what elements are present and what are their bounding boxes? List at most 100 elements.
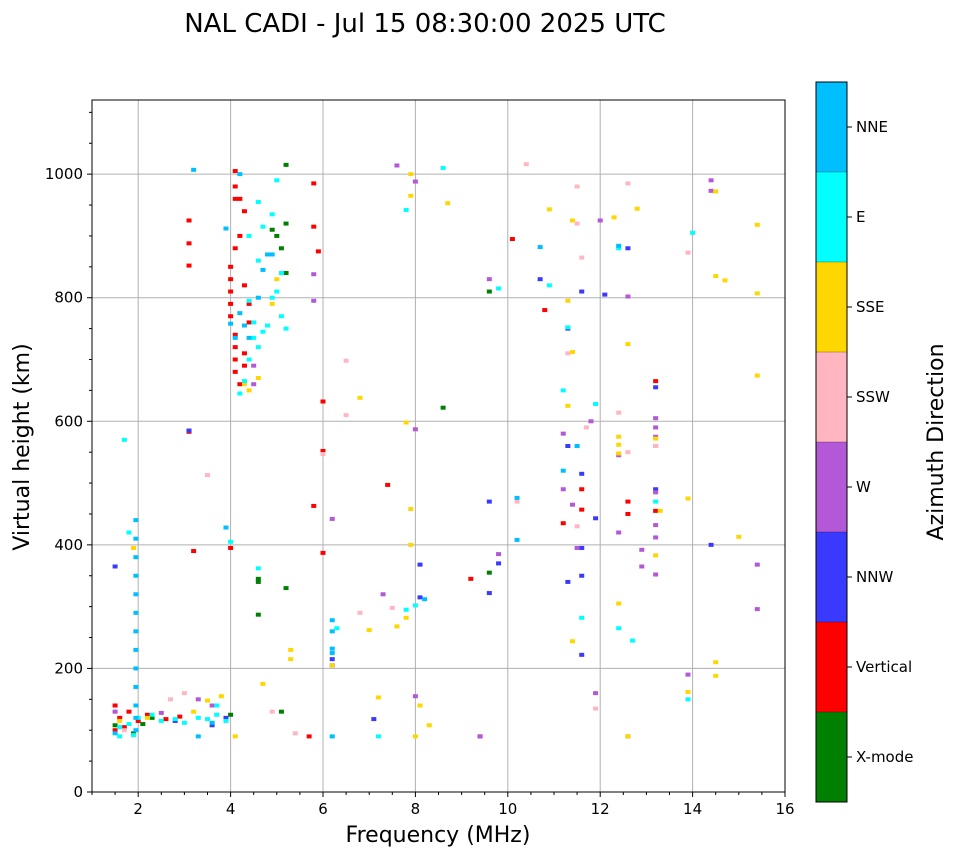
point-sse: [713, 274, 719, 279]
point-nne: [133, 610, 139, 615]
point-e: [251, 335, 257, 340]
point-e: [496, 286, 502, 291]
point-nne: [246, 335, 252, 340]
point-sse: [754, 373, 760, 378]
point-e: [255, 345, 261, 350]
point-sse: [685, 689, 691, 694]
y-tick-label: 800: [54, 289, 83, 307]
point-w: [754, 607, 760, 612]
point-vertical: [468, 576, 474, 581]
point-w: [560, 431, 566, 436]
point-nnw: [565, 579, 571, 584]
point-nnw: [186, 428, 192, 433]
point-w: [486, 277, 492, 282]
point-e: [334, 626, 340, 631]
point-e: [172, 717, 178, 722]
point-e: [375, 734, 381, 739]
point-nnw: [223, 715, 229, 720]
point-vertical: [241, 351, 247, 356]
x-tick-label: 2: [133, 800, 143, 818]
point-vertical: [237, 382, 243, 387]
point-nne: [133, 592, 139, 597]
point-e: [195, 715, 201, 720]
point-sse: [722, 278, 728, 283]
point-vertical: [241, 209, 247, 214]
point-vertical: [144, 712, 150, 717]
colorbar: X-mode Vertical NNW W SSW SSE E NNE: [815, 81, 913, 803]
point-x-mode: [283, 586, 289, 591]
point-vertical: [579, 487, 585, 492]
point-sse: [569, 218, 575, 223]
point-w: [251, 363, 257, 368]
point-sse: [657, 508, 663, 513]
point-sse: [403, 420, 409, 425]
point-x-mode: [140, 722, 146, 727]
point-nne: [329, 646, 335, 651]
point-e: [149, 712, 155, 717]
x-tick-label: 14: [683, 800, 702, 818]
point-sse: [408, 542, 414, 547]
point-ssw: [181, 691, 187, 696]
point-x-mode: [440, 405, 446, 410]
point-ssw: [625, 181, 631, 186]
point-nne: [255, 295, 261, 300]
point-e: [690, 230, 696, 235]
point-nnw: [112, 564, 118, 569]
colorbar-label-ssw: SSW: [856, 388, 890, 406]
point-e: [269, 295, 275, 300]
point-nne: [537, 245, 543, 250]
x-axis-label: Frequency (MHz): [346, 823, 531, 848]
grid-lines: [92, 100, 785, 792]
x-tick-label: 4: [226, 800, 236, 818]
point-nne: [133, 647, 139, 652]
point-x-mode: [486, 570, 492, 575]
point-w: [496, 552, 502, 557]
colorbar-swatch-vertical: [816, 622, 847, 712]
point-vertical: [186, 218, 192, 223]
colorbar-swatch-nnw: [816, 532, 847, 622]
point-vertical: [232, 357, 238, 362]
point-sse: [616, 442, 622, 447]
point-ssw: [343, 413, 349, 418]
point-e: [251, 320, 257, 325]
point-e: [214, 703, 220, 708]
x-tick-label: 12: [591, 800, 610, 818]
point-vertical: [112, 728, 118, 733]
point-sse: [653, 436, 659, 441]
point-w: [209, 703, 215, 708]
point-sse: [117, 718, 123, 723]
point-sse: [611, 215, 617, 220]
point-vertical: [320, 399, 326, 404]
point-nnw: [653, 487, 659, 492]
point-nnw: [537, 277, 543, 282]
point-nne: [133, 573, 139, 578]
point-nnw: [486, 499, 492, 504]
point-nne: [191, 167, 197, 172]
point-nnw: [579, 471, 585, 476]
point-w: [653, 425, 659, 430]
point-e: [593, 401, 599, 406]
point-vertical: [228, 314, 234, 319]
point-e: [223, 718, 229, 723]
point-vertical: [232, 246, 238, 251]
point-vertical: [653, 379, 659, 384]
point-nne: [260, 267, 266, 272]
point-nne: [133, 536, 139, 541]
point-nnw: [496, 561, 502, 566]
point-vertical: [311, 503, 317, 508]
point-x-mode: [269, 227, 275, 232]
point-nne: [223, 226, 229, 231]
colorbar-label-x-mode: X-mode: [856, 748, 913, 766]
point-vertical: [121, 725, 127, 730]
point-nne: [209, 720, 215, 725]
point-w: [329, 516, 335, 521]
point-e: [685, 697, 691, 702]
point-nne: [241, 323, 247, 328]
point-vertical: [241, 363, 247, 368]
colorbar-label-vertical: Vertical: [856, 658, 912, 676]
point-w: [653, 416, 659, 421]
point-e: [403, 207, 409, 212]
y-tick-label: 200: [54, 659, 83, 677]
point-w: [708, 188, 714, 193]
point-e: [653, 499, 659, 504]
